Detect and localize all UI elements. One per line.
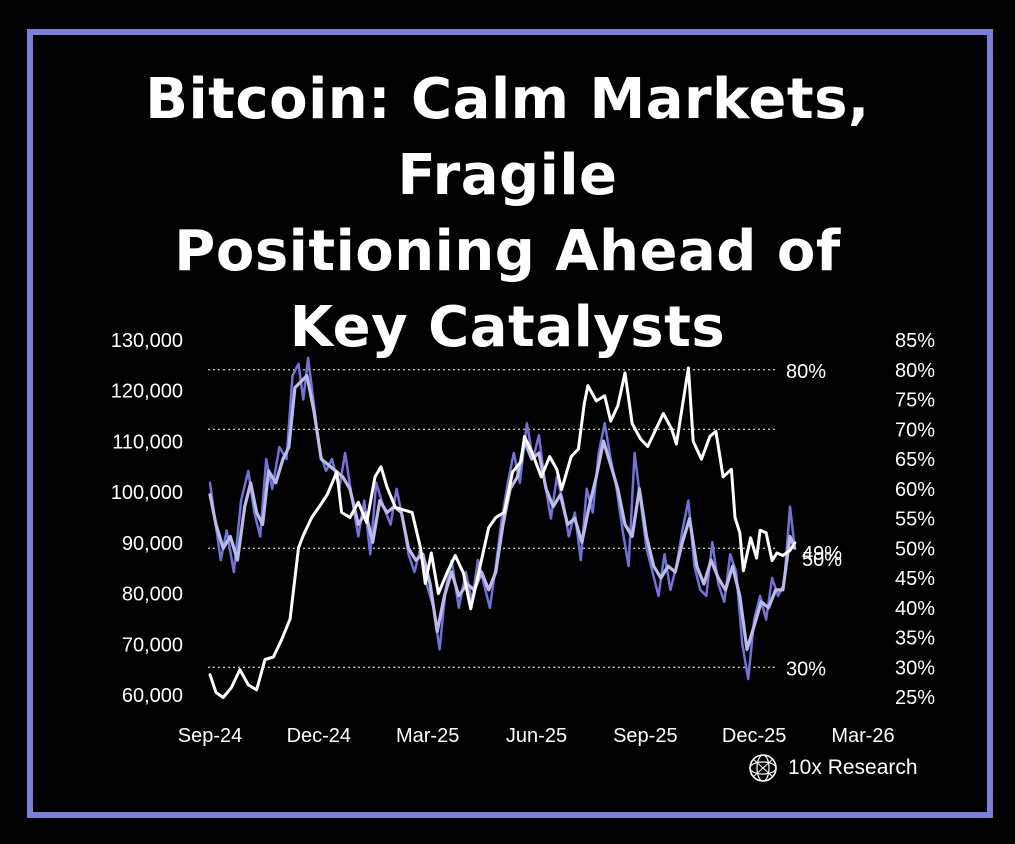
right-tick-label: 25% (895, 687, 935, 709)
x-tick-label: Mar-25 (396, 725, 459, 747)
left-tick-label: 70,000 (122, 634, 183, 656)
left-tick-label: 120,000 (111, 381, 183, 403)
right-tick-label: 50% (895, 538, 935, 560)
reference-line-label: 80% (786, 361, 826, 383)
reference-line-label: 30% (786, 658, 826, 680)
right-tick-label: 80% (895, 360, 935, 382)
brand-logo: 10x Research (748, 753, 918, 783)
chart-frame (27, 29, 993, 818)
right-axis: 25% 30% 35% 40% 45% 50% 55% 60% 65% 70% 75% 80% 85% (895, 330, 935, 709)
right-tick-label: 85% (895, 330, 935, 352)
chart-title: Bitcoin: Calm Markets, Fragile Positioni… (145, 67, 870, 360)
right-tick-label: 40% (895, 598, 935, 620)
x-axis: Sep-24 Dec-24 Mar-25 Jun-25 Sep-25 Dec-25 Mar-… (178, 725, 895, 747)
series-layer (208, 356, 797, 699)
x-tick-label: Dec-24 (287, 725, 351, 747)
right-tick-label: 70% (895, 419, 935, 441)
end-value-label: 49% (802, 543, 842, 565)
x-tick-label: Jun-25 (506, 725, 567, 747)
x-tick-label: Mar-26 (831, 725, 894, 747)
right-tick-label: 75% (895, 390, 935, 412)
reference-lines: 80% 30% (208, 361, 826, 680)
end-labels: 49%50% (802, 543, 842, 571)
left-axis: 60,000 70,000 80,000 90,000 100,000 110,000 12… (111, 330, 183, 707)
right-tick-label: 55% (895, 509, 935, 531)
right-tick-label: 60% (895, 479, 935, 501)
raw-indicator-line (208, 356, 797, 681)
right-tick-label: 65% (895, 449, 935, 471)
x-tick-label: Sep-24 (178, 725, 243, 747)
left-tick-label: 110,000 (112, 431, 183, 453)
right-tick-label: 45% (895, 568, 935, 590)
right-tick-label: 35% (895, 628, 935, 650)
price-line (208, 366, 797, 699)
left-tick-label: 100,000 (111, 482, 183, 504)
left-tick-label: 90,000 (122, 533, 183, 555)
x-tick-label: Sep-25 (613, 725, 678, 747)
brand-name: 10x Research (788, 756, 918, 779)
left-tick-label: 80,000 (122, 584, 183, 606)
right-tick-label: 30% (895, 657, 935, 679)
globe-mesh-icon (749, 754, 777, 782)
left-tick-label: 60,000 (122, 685, 183, 707)
left-tick-label: 130,000 (111, 330, 183, 352)
smoothed-indicator-line (208, 374, 797, 651)
end-value-label: 50% (802, 549, 842, 571)
x-tick-label: Dec-25 (722, 725, 786, 747)
